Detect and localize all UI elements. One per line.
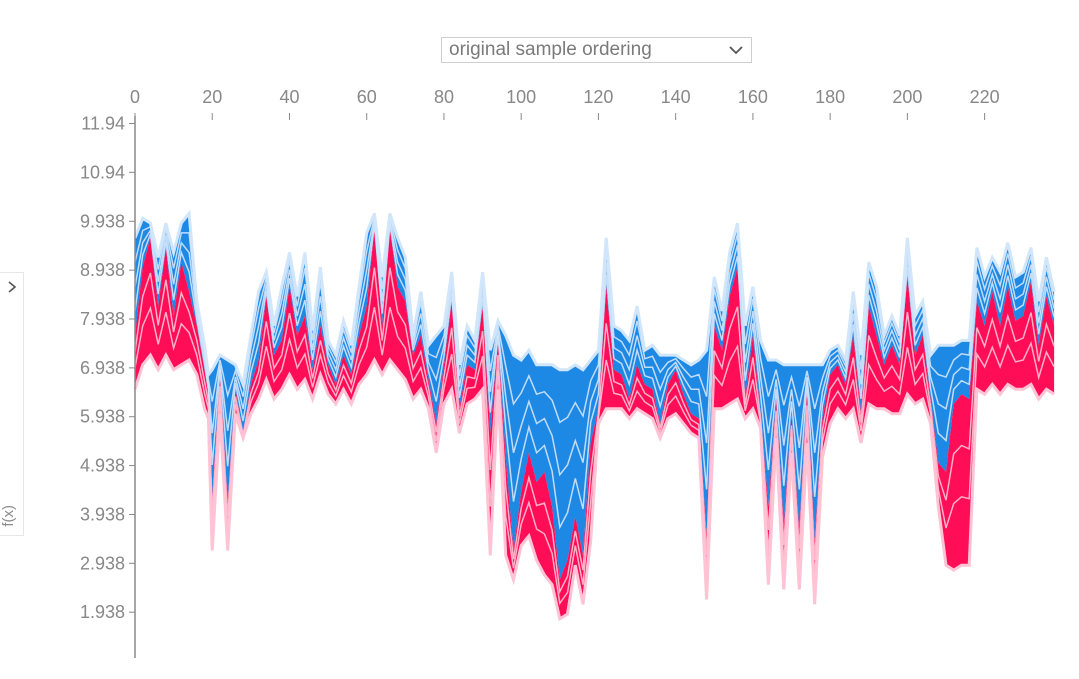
x-tick-label-100: 100 [506,87,536,107]
y-tick-label-3: 4.938 [80,456,125,476]
x-tick-label-220: 220 [970,87,1000,107]
y-tick-label-6: 7.938 [80,309,125,329]
y-tick-label-2: 3.938 [80,504,125,524]
y-tick-label-5: 6.938 [80,358,125,378]
positive-feature-boundary-1 [134,305,1055,606]
x-tick-label-40: 40 [279,87,299,107]
y-tick-label-9: 10.94 [80,162,125,182]
positive-effect-area [135,228,1055,619]
y-tick-label-10: 11.94 [81,113,125,133]
chevron-right-icon[interactable] [5,280,19,294]
x-tick-label-200: 200 [892,87,922,107]
negative-feature-boundary-1 [134,220,1055,477]
y-tick-label-0: 1.938 [80,602,125,622]
y-tick-label-1: 2.938 [80,553,125,573]
x-tick-label-80: 80 [434,87,454,107]
positive-feature-boundary-0 [134,267,1055,595]
negative-feature-boundary-0 [134,224,1055,530]
x-tick-label-60: 60 [357,87,377,107]
y-tick-label-7: 8.938 [80,260,125,280]
chart-axes: 0 20 40 60 80 100 120 140 160 180 200 220 1.938 2.938… [80,87,1000,658]
lower-edge [133,351,1055,622]
y-tick-label-8: 9.938 [80,211,125,231]
x-tick-label-120: 120 [583,87,613,107]
negative-effect-area [135,213,1055,580]
chevron-down-icon [729,46,743,55]
upper-edge [133,209,1056,391]
x-tick-label-0: 0 [130,87,140,107]
x-tick-label-180: 180 [815,87,845,107]
negative-feature-boundary-2 [134,216,1055,424]
x-tick-label-160: 160 [738,87,768,107]
x-tick-label-140: 140 [661,87,691,107]
y-tick-label-4: 5.938 [80,407,125,427]
side-panel: f(x) [0,272,24,536]
ordering-select[interactable]: original sample ordering [441,37,752,63]
x-tick-label-20: 20 [202,87,222,107]
chart-areas [133,209,1056,622]
ordering-select-value: original sample ordering [449,39,652,60]
